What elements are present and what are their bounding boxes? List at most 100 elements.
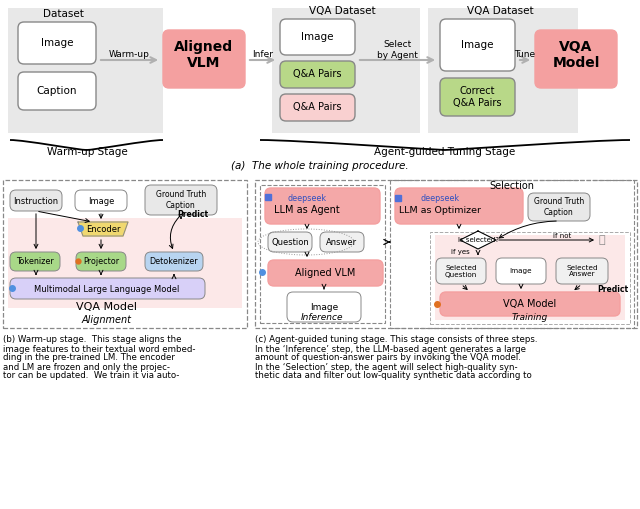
Text: Instruction: Instruction: [13, 196, 59, 206]
Bar: [430, 232, 630, 324]
Bar: [428, 8, 578, 133]
Polygon shape: [460, 231, 496, 249]
Bar: [272, 8, 420, 133]
FancyBboxPatch shape: [436, 258, 486, 284]
Bar: [255, 180, 637, 328]
Text: Answer: Answer: [326, 238, 358, 246]
Text: Selected
Question: Selected Question: [445, 265, 477, 277]
Text: Tune: Tune: [515, 49, 536, 59]
FancyBboxPatch shape: [440, 78, 515, 116]
Text: Inference: Inference: [301, 313, 343, 322]
FancyBboxPatch shape: [535, 30, 617, 88]
FancyBboxPatch shape: [556, 258, 608, 284]
Text: Caption: Caption: [36, 86, 77, 96]
Text: amount of question-answer pairs by invoking the VQA model.: amount of question-answer pairs by invok…: [255, 353, 521, 362]
Text: Ground Truth
Caption: Ground Truth Caption: [156, 190, 206, 210]
Text: if yes: if yes: [451, 249, 469, 255]
FancyBboxPatch shape: [163, 30, 245, 88]
FancyBboxPatch shape: [440, 292, 620, 316]
Text: Alignment: Alignment: [82, 315, 132, 325]
FancyBboxPatch shape: [268, 260, 383, 286]
FancyBboxPatch shape: [268, 232, 312, 252]
Text: image features to their textual word embed-: image features to their textual word emb…: [3, 345, 195, 353]
Text: Tokenizer: Tokenizer: [16, 257, 54, 266]
FancyBboxPatch shape: [280, 94, 355, 121]
Text: Aligned
VLM: Aligned VLM: [175, 40, 234, 70]
Text: VQA
Model: VQA Model: [552, 40, 600, 70]
Text: Predict: Predict: [597, 286, 628, 295]
FancyBboxPatch shape: [280, 19, 355, 55]
Text: Warm-up: Warm-up: [109, 49, 149, 59]
Text: and LM are frozen and only the projec-: and LM are frozen and only the projec-: [3, 362, 170, 372]
FancyBboxPatch shape: [287, 292, 361, 322]
Text: LLM as Agent: LLM as Agent: [274, 205, 340, 215]
FancyBboxPatch shape: [10, 252, 60, 271]
Text: thetic data and filter out low-quality synthetic data according to: thetic data and filter out low-quality s…: [255, 372, 532, 381]
Text: Training: Training: [512, 314, 548, 323]
FancyBboxPatch shape: [145, 185, 217, 215]
Text: Image: Image: [461, 40, 493, 50]
FancyBboxPatch shape: [265, 188, 380, 224]
FancyBboxPatch shape: [76, 252, 126, 271]
Text: Select
by Agent: Select by Agent: [376, 40, 417, 60]
Text: (b) Warm-up stage.  This stage aligns the: (b) Warm-up stage. This stage aligns the: [3, 335, 182, 345]
Text: Image: Image: [41, 38, 73, 48]
Text: Multimodal Large Language Model: Multimodal Large Language Model: [35, 285, 180, 294]
Text: Dataset: Dataset: [43, 9, 83, 19]
FancyBboxPatch shape: [496, 258, 546, 284]
Text: Question: Question: [271, 238, 309, 246]
FancyBboxPatch shape: [280, 61, 355, 88]
Text: ding in the pre-trained LM. The encoder: ding in the pre-trained LM. The encoder: [3, 353, 175, 362]
Text: Warm-up Stage: Warm-up Stage: [47, 147, 127, 157]
Text: tor can be updated.  We train it via auto-: tor can be updated. We train it via auto…: [3, 372, 179, 381]
Text: VQA Dataset: VQA Dataset: [467, 6, 533, 16]
Text: Detokenizer: Detokenizer: [150, 257, 198, 266]
Text: Encoder: Encoder: [86, 224, 120, 234]
Text: In the ‘Inference’ step, the LLM-based agent generates a large: In the ‘Inference’ step, the LLM-based a…: [255, 345, 526, 353]
Text: (a)  The whole training procedure.: (a) The whole training procedure.: [231, 161, 409, 171]
Bar: [3, 180, 247, 328]
FancyBboxPatch shape: [145, 252, 203, 271]
Text: Is selected?: Is selected?: [458, 237, 499, 243]
FancyBboxPatch shape: [528, 193, 590, 221]
Text: LLM as Optimizer: LLM as Optimizer: [399, 206, 481, 214]
FancyBboxPatch shape: [18, 72, 96, 110]
Bar: [8, 218, 242, 308]
FancyBboxPatch shape: [395, 188, 523, 224]
Text: Image: Image: [509, 268, 532, 274]
Text: deepseek: deepseek: [420, 193, 460, 203]
Text: ⛔: ⛔: [598, 235, 605, 245]
Text: Agent-guided Tuning Stage: Agent-guided Tuning Stage: [374, 147, 516, 157]
Text: Image: Image: [301, 32, 333, 42]
Text: Image: Image: [88, 196, 114, 206]
Bar: [260, 185, 385, 323]
Text: Predict: Predict: [177, 210, 209, 218]
Text: In the ‘Selection’ step, the agent will select high-quality syn-: In the ‘Selection’ step, the agent will …: [255, 362, 518, 372]
Polygon shape: [78, 222, 128, 236]
FancyBboxPatch shape: [18, 22, 96, 64]
Text: Infer: Infer: [253, 49, 273, 59]
Text: Selected
Answer: Selected Answer: [566, 265, 598, 277]
FancyBboxPatch shape: [440, 19, 515, 71]
Text: Aligned VLM: Aligned VLM: [295, 268, 355, 278]
FancyBboxPatch shape: [75, 190, 127, 211]
Text: Q&A Pairs: Q&A Pairs: [292, 69, 341, 79]
Text: deepseek: deepseek: [287, 193, 326, 203]
Text: Selection: Selection: [490, 181, 534, 191]
Bar: [8, 8, 163, 133]
Text: Image: Image: [310, 302, 338, 312]
Text: (c) Agent-guided tuning stage. This stage consists of three steps.: (c) Agent-guided tuning stage. This stag…: [255, 335, 538, 345]
FancyBboxPatch shape: [10, 190, 62, 211]
FancyBboxPatch shape: [320, 232, 364, 252]
Text: VQA Model: VQA Model: [504, 299, 557, 309]
FancyBboxPatch shape: [10, 278, 205, 299]
Bar: [390, 180, 634, 328]
Text: Projector: Projector: [83, 257, 119, 266]
Text: if not: if not: [553, 233, 571, 239]
Text: Q&A Pairs: Q&A Pairs: [292, 102, 341, 112]
Text: Correct
Q&A Pairs: Correct Q&A Pairs: [452, 86, 501, 108]
Bar: [435, 235, 625, 320]
Text: VQA Dataset: VQA Dataset: [308, 6, 375, 16]
Text: Ground Truth
Caption: Ground Truth Caption: [534, 197, 584, 217]
Text: VQA Model: VQA Model: [77, 302, 138, 312]
